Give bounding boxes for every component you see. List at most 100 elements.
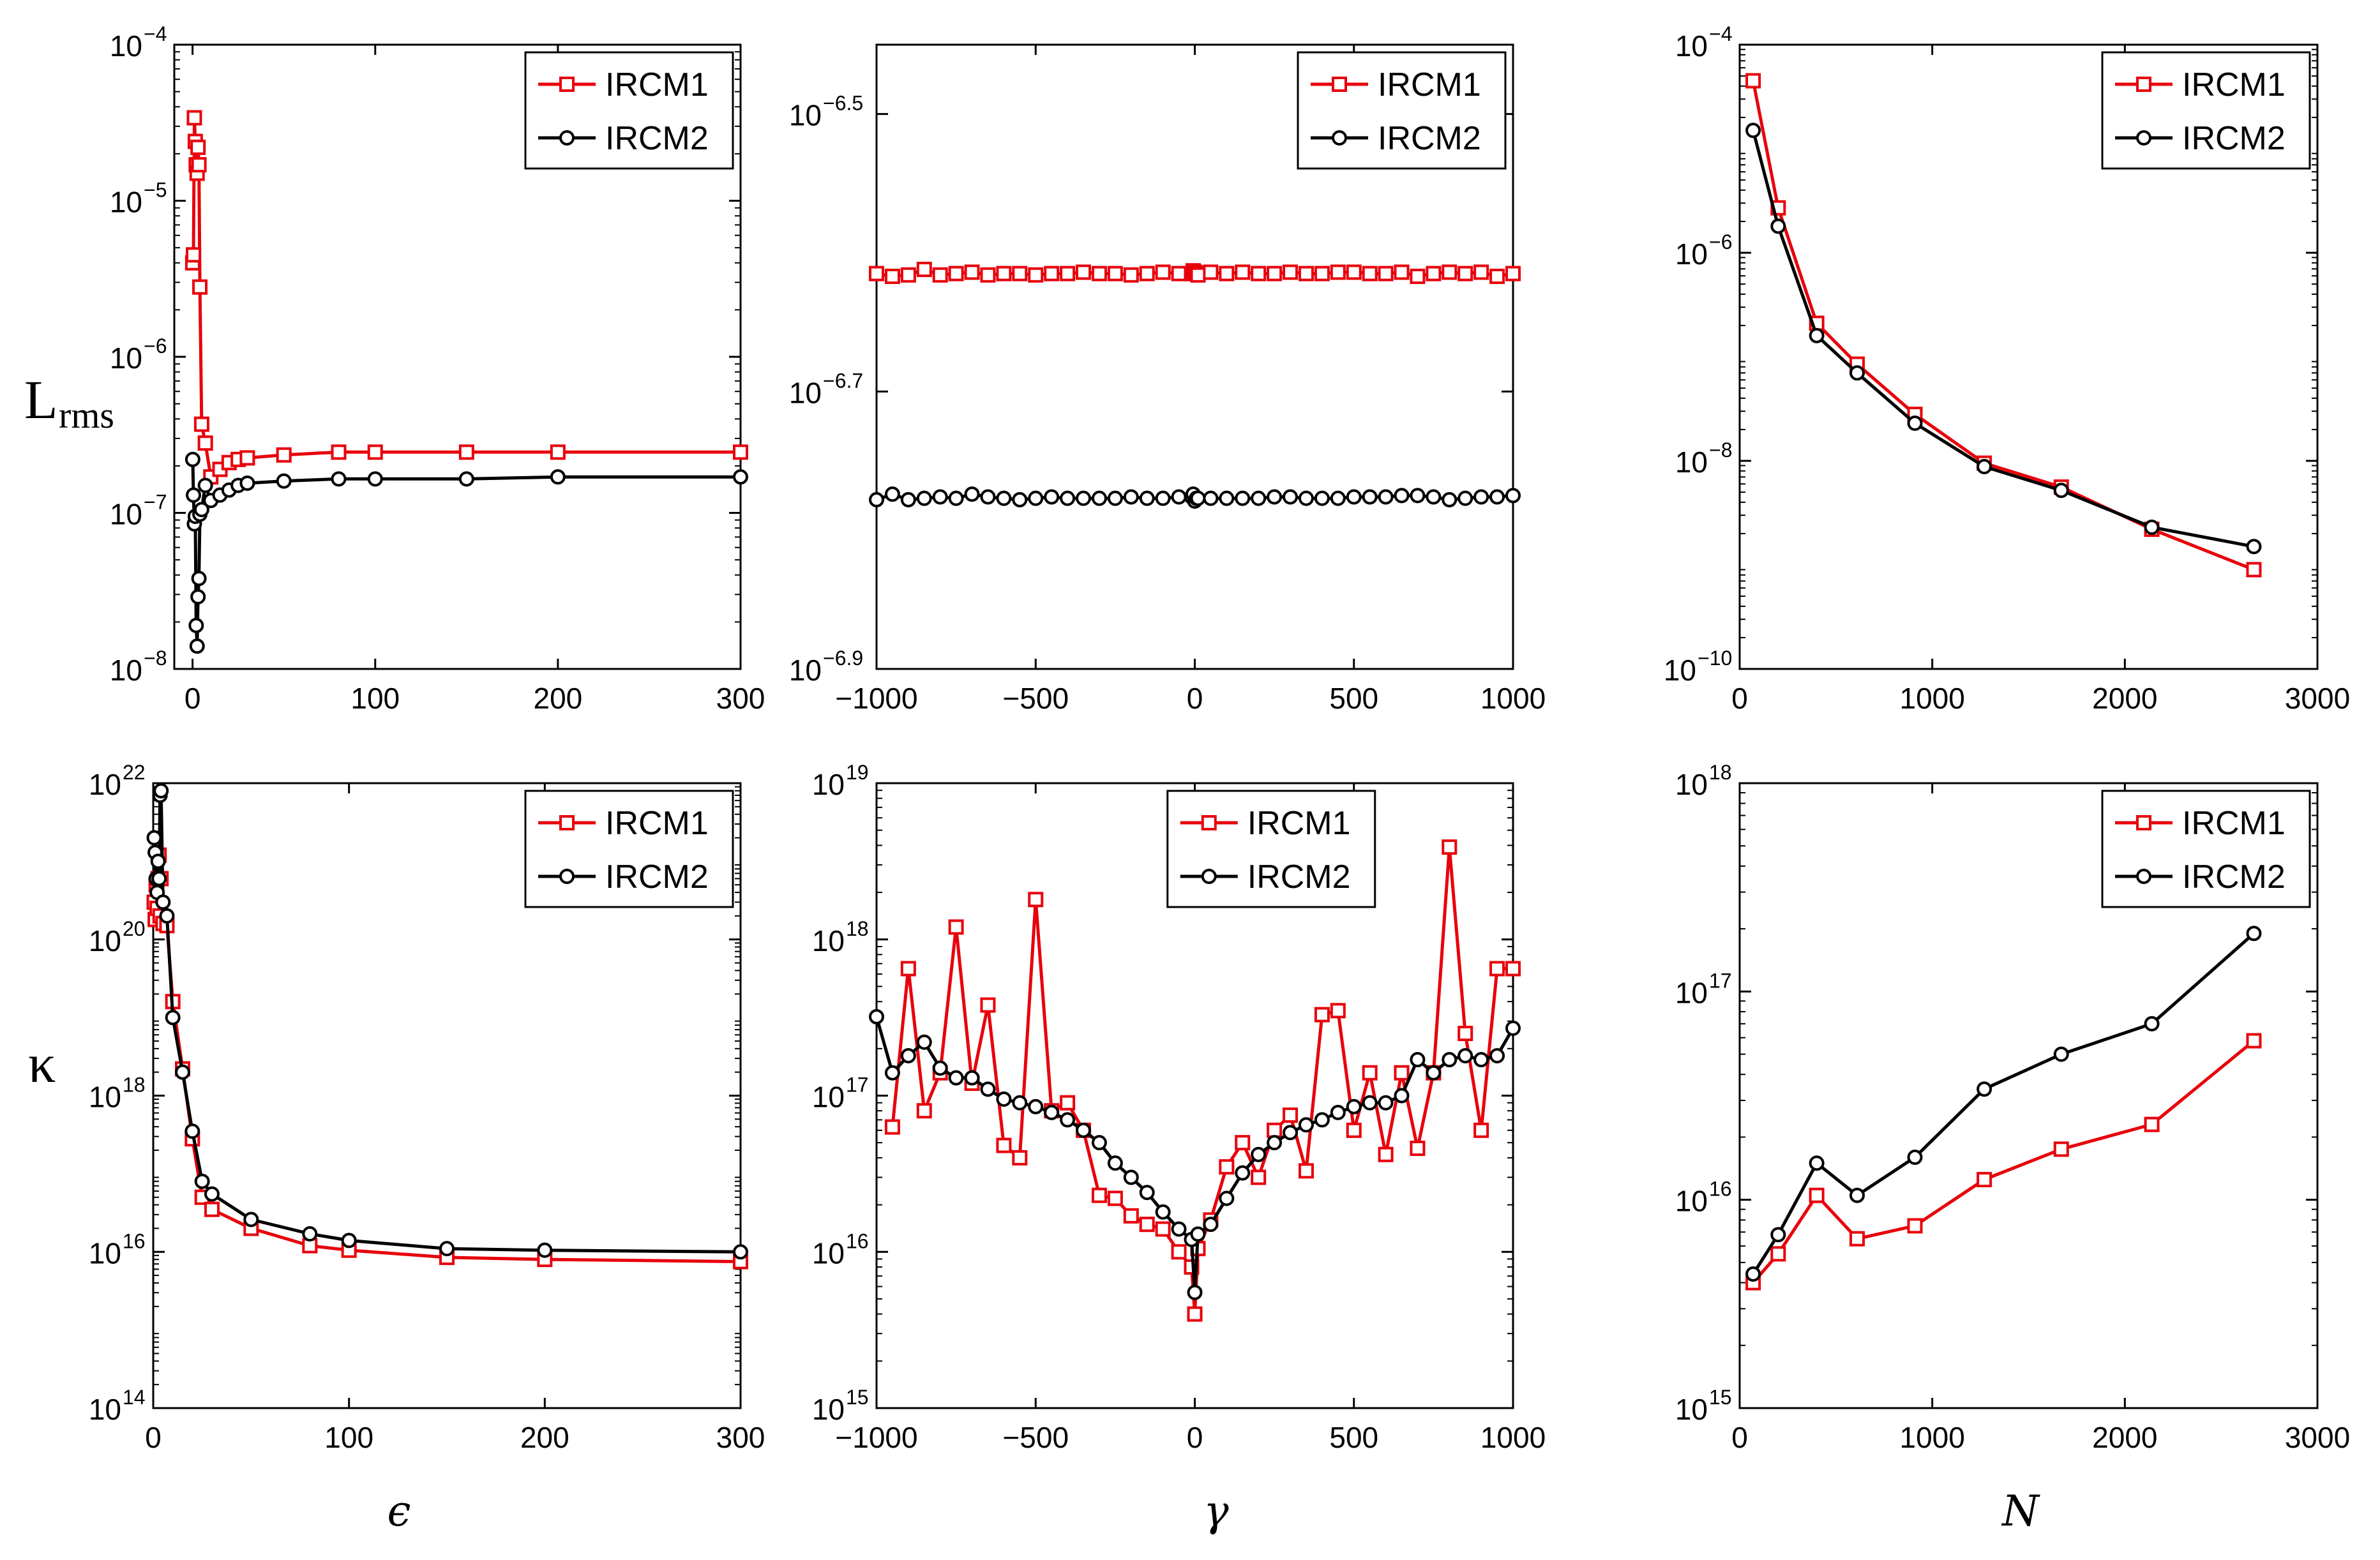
- p11-ytick-exp: −7: [144, 491, 167, 514]
- p12-ytick-exp: −6.9: [823, 647, 863, 670]
- p11-marker-ircm2: [186, 487, 202, 503]
- p22-marker-ircm1: [916, 1103, 932, 1119]
- p22-marker-ircm1: [1091, 1187, 1107, 1203]
- p22-marker-ircm2: [869, 1009, 884, 1024]
- p13-marker-ircm2: [1809, 327, 1825, 343]
- p12-legend: [1297, 51, 1507, 170]
- p11-marker-ircm2: [331, 471, 347, 487]
- p13-xtick-label: 1000: [1899, 682, 1964, 715]
- p22-marker-ircm2: [900, 1048, 916, 1064]
- p21-ytick-exp: 14: [123, 1386, 146, 1409]
- p22-marker-ircm1: [1139, 1217, 1155, 1233]
- p22-marker-ircm1: [1028, 892, 1044, 908]
- p22-marker-ircm2: [1298, 1117, 1314, 1133]
- p11-marker-ircm1: [192, 279, 208, 295]
- p21-ytick-exp: 18: [123, 1074, 146, 1097]
- p23-marker-ircm2: [1907, 1150, 1923, 1166]
- p22-marker-ircm2: [1362, 1095, 1378, 1111]
- p23-ytick-base: 10: [1675, 1393, 1708, 1426]
- p13-legend-swatch-marker: [2136, 130, 2151, 146]
- p12-marker-ircm2: [1171, 489, 1187, 505]
- p12-marker-ircm1: [964, 264, 980, 280]
- p12-marker-ircm1: [932, 267, 948, 283]
- p12-marker-ircm1: [1314, 266, 1330, 281]
- p12-marker-ircm1: [996, 266, 1012, 281]
- p13-marker-ircm2: [1770, 218, 1786, 234]
- p22-marker-ircm2: [1410, 1052, 1426, 1068]
- p22-xtick-label: 0: [1187, 1421, 1203, 1454]
- p22-marker-ircm1: [1505, 961, 1521, 977]
- p12-marker-ircm2: [1012, 491, 1028, 507]
- p22-marker-ircm2: [1028, 1099, 1044, 1114]
- p11-ytick-base: 10: [110, 654, 142, 687]
- p22-marker-ircm2: [1426, 1065, 1442, 1081]
- p12-xtick-label: −1000: [835, 682, 917, 715]
- p12-marker-ircm2: [884, 486, 900, 502]
- p12-marker-ircm2: [1139, 490, 1155, 506]
- p12-marker-ircm1: [869, 266, 884, 281]
- p12-xtick-label: 500: [1329, 682, 1378, 715]
- p23-ytick-exp: 18: [1709, 761, 1732, 784]
- p12-marker-ircm1: [884, 268, 900, 284]
- p22-ytick-base: 10: [812, 924, 845, 957]
- p12-marker-ircm1: [1394, 264, 1410, 280]
- p12-marker-ircm1: [1028, 267, 1044, 283]
- p12-marker-ircm1: [1283, 264, 1299, 280]
- p12-marker-ircm2: [1426, 489, 1442, 505]
- p23-xtick-label: 2000: [2092, 1421, 2157, 1454]
- p12-ytick-base: 10: [789, 99, 822, 132]
- p21-ytick-base: 10: [89, 1236, 121, 1270]
- p22-marker-ircm1: [1107, 1190, 1123, 1206]
- p12-marker-ircm1: [1044, 266, 1060, 281]
- p22-marker-ircm1: [1346, 1122, 1362, 1138]
- p21-marker-ircm2: [175, 1064, 190, 1080]
- p11-marker-ircm2: [189, 638, 205, 654]
- p12-marker-ircm2: [1330, 490, 1346, 506]
- p21-legend-swatch-marker: [559, 815, 575, 830]
- p21-marker-ircm2: [439, 1241, 455, 1257]
- p22-marker-ircm1: [1378, 1146, 1394, 1162]
- p22-legend-label: IRCM1: [1247, 805, 1351, 842]
- p12-marker-ircm2: [1267, 489, 1283, 505]
- p22-marker-ircm2: [1267, 1135, 1283, 1151]
- p22-ytick-exp: 17: [846, 1074, 869, 1097]
- p22-marker-ircm2: [1171, 1221, 1187, 1237]
- p12-marker-ircm1: [1171, 266, 1187, 281]
- p12-marker-ircm2: [1028, 490, 1044, 506]
- p12-legend-label: IRCM2: [1378, 120, 1481, 157]
- p11-marker-ircm2: [550, 469, 566, 485]
- p22-marker-ircm1: [1283, 1107, 1299, 1123]
- p23-marker-ircm1: [1770, 1246, 1786, 1262]
- p12-marker-ircm2: [996, 490, 1012, 506]
- p11-marker-ircm1: [197, 435, 213, 451]
- p13-marker-ircm2: [1849, 365, 1865, 381]
- p22-marker-ircm2: [1091, 1135, 1107, 1151]
- p12-marker-ircm2: [916, 490, 932, 506]
- p22-ytick-exp: 18: [846, 917, 869, 940]
- p22-xtick-label: 500: [1329, 1421, 1378, 1454]
- p12-xtick-label: 0: [1187, 682, 1203, 715]
- p22-xtick-label: −500: [1002, 1421, 1069, 1454]
- p13-legend-label: IRCM2: [2182, 120, 2286, 157]
- p22-marker-ircm1: [884, 1119, 900, 1135]
- p12-marker-ircm1: [1107, 266, 1123, 281]
- p12-marker-ircm2: [1283, 489, 1299, 505]
- p11-legend-label: IRCM1: [605, 66, 709, 103]
- p23-ytick-base: 10: [1675, 976, 1708, 1009]
- p21-ytick-base: 10: [89, 1393, 121, 1426]
- p11-legend-swatch-marker: [559, 130, 575, 146]
- p11-xtick-label: 300: [716, 682, 765, 715]
- p11-marker-ircm2: [197, 477, 213, 493]
- p12-marker-ircm2: [1091, 490, 1107, 506]
- p23-xtick-label: 0: [1731, 1421, 1748, 1454]
- p12-marker-ircm1: [1505, 266, 1521, 281]
- p12-marker-ircm1: [1473, 264, 1489, 280]
- p11-marker-ircm1: [367, 444, 383, 460]
- p12-ytick-base: 10: [789, 376, 822, 409]
- p12-marker-ircm1: [1123, 267, 1139, 283]
- p22-marker-ircm2: [1123, 1169, 1139, 1185]
- p12-marker-ircm1: [1298, 266, 1314, 281]
